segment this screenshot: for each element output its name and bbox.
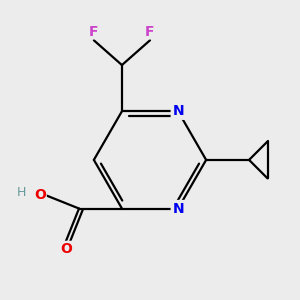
Text: O: O (34, 188, 46, 202)
Text: N: N (172, 202, 184, 215)
Text: H: H (16, 185, 26, 199)
Text: F: F (89, 25, 99, 39)
Text: F: F (145, 25, 155, 39)
Text: N: N (172, 104, 184, 118)
Text: O: O (60, 242, 72, 256)
